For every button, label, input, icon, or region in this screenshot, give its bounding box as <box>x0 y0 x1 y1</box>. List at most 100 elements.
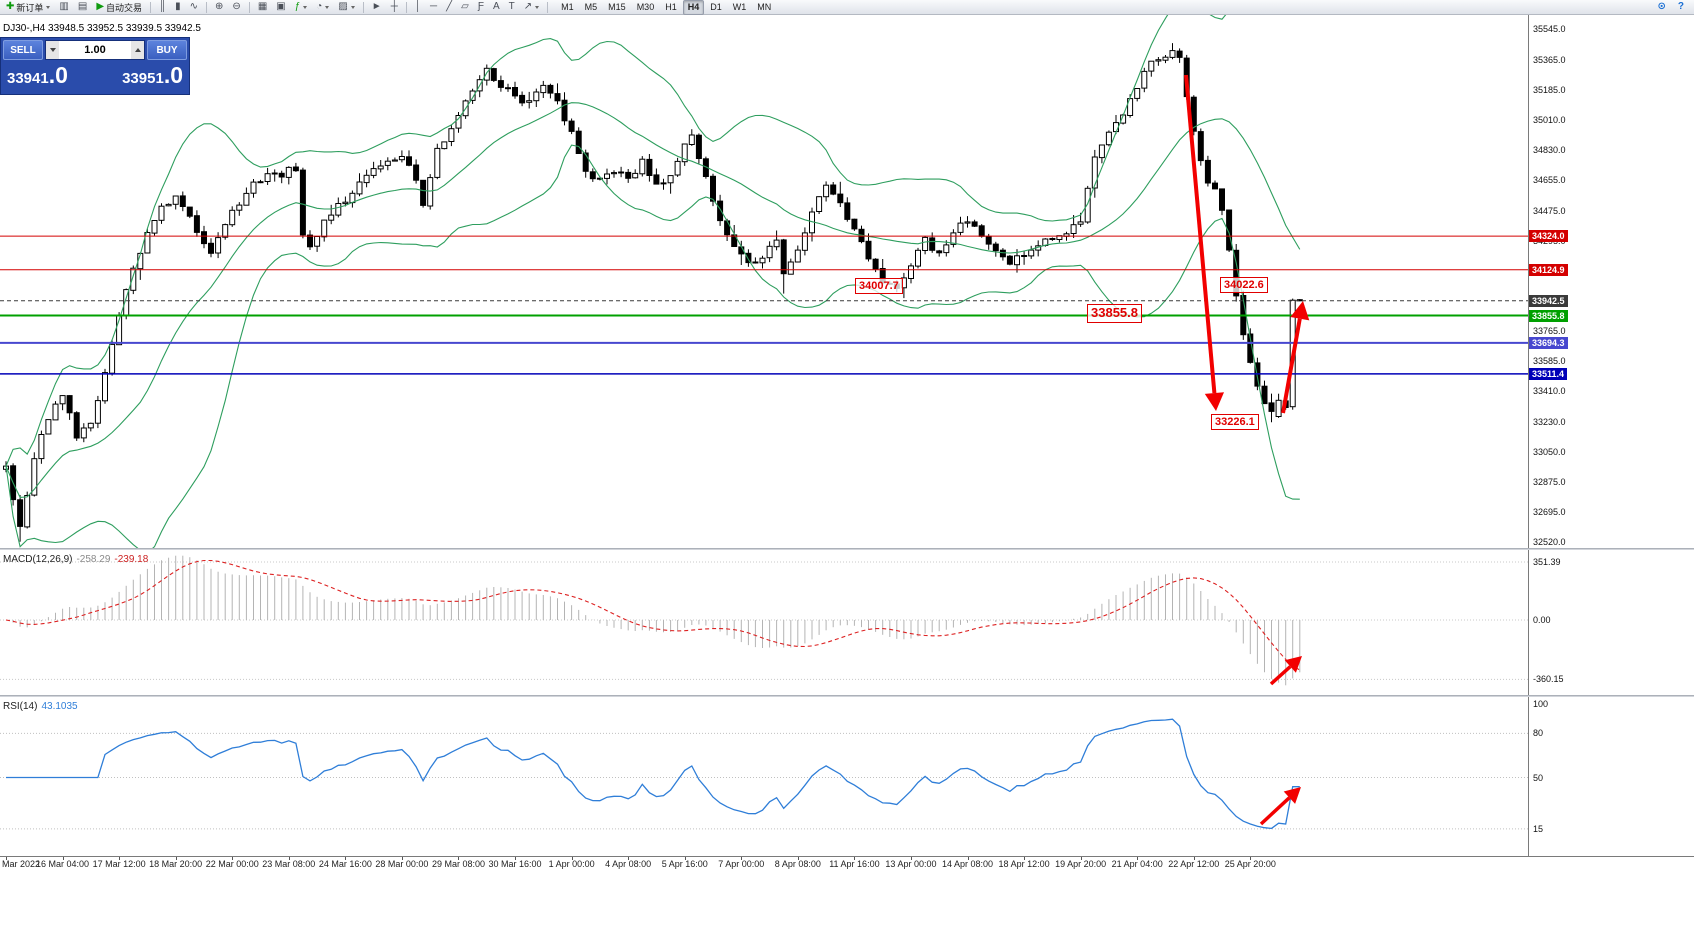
price-badge: 33694.3 <box>1529 336 1568 349</box>
candlestick-chart-icon[interactable]: ▮ <box>175 1 181 12</box>
price-note-34022[interactable]: 34022.6 <box>1220 277 1268 294</box>
zoom-in-icon[interactable]: ⊕ <box>215 1 224 12</box>
new-order-button[interactable]: ✚ 新订单 <box>2 0 54 15</box>
zoom-out-icon[interactable]: ⊖ <box>232 1 241 12</box>
macd-label: MACD(12,26,9) -258.29 -239.18 <box>3 554 149 565</box>
rsi-axis[interactable]: 100 80 50 15 <box>1528 697 1694 856</box>
horizontal-line-button[interactable]: ─ <box>430 1 438 12</box>
timeframe-w1[interactable]: W1 <box>732 1 747 12</box>
rsi-turn-arrow[interactable] <box>1259 787 1301 826</box>
lot-value[interactable]: 1.00 <box>84 44 106 56</box>
time-tick <box>1024 857 1026 860</box>
timeframe-m1[interactable]: M1 <box>561 1 574 12</box>
text-button[interactable]: A <box>492 1 500 12</box>
tile-windows-icon[interactable]: ▦ <box>257 1 268 12</box>
time-tick <box>854 857 856 860</box>
help-icon[interactable]: ? <box>1677 1 1684 12</box>
price-note-33855[interactable]: 33855.8 <box>1087 304 1142 323</box>
sell-button[interactable]: SELL <box>3 40 43 60</box>
macd-turn-arrow[interactable] <box>1269 656 1302 686</box>
price-note-34007[interactable]: 34007.7 <box>855 278 903 295</box>
templates-button[interactable]: ▨ <box>334 0 358 15</box>
time-tick <box>119 857 121 860</box>
arrows-button[interactable]: ↗ <box>520 0 543 15</box>
timeframe-m5[interactable]: M5 <box>584 1 598 12</box>
time-label: 21 Apr 04:00 <box>1111 859 1163 869</box>
time-label: 4 Apr 08:00 <box>605 859 652 869</box>
rsi-tick-label: 100 <box>1533 699 1549 709</box>
time-label: 24 Mar 16:00 <box>318 859 372 869</box>
time-tick <box>1137 857 1139 860</box>
timeframe-mn[interactable]: MN <box>757 1 772 12</box>
main-toolbar: ✚ 新订单 ▥ ▤ ▶ 自动交易 ║ ▮ ∿ ⊕ ⊖ ▦ ▣ ƒ ◔ ▨ ► ┼ │ ─ ╱ ▱ Ƒ A T ↗ M1 M5 M15 M3… <box>0 0 1694 15</box>
price-axis[interactable]: 35545.0 35365.0 35185.0 35010.0 34830.0 34655… <box>1528 15 1694 548</box>
time-label: 18 Mar 20:00 <box>149 859 203 869</box>
price-note-33226[interactable]: 33226.1 <box>1211 414 1259 431</box>
time-tick <box>345 857 347 860</box>
rsi-label: RSI(14) 43.1035 <box>3 701 78 712</box>
time-tick <box>571 857 573 860</box>
periods-button[interactable]: ◔ <box>312 0 333 15</box>
macd-canvas[interactable] <box>0 550 1528 695</box>
chart-symbol-ohlc: DJ30-,H4 33948.5 33952.5 33939.5 33942.5 <box>3 23 201 34</box>
add-indicator-button[interactable]: ƒ <box>291 0 312 15</box>
vertical-line-button[interactable]: │ <box>414 1 422 12</box>
price-badge: 34124.9 <box>1529 263 1568 276</box>
time-label: 19 Apr 20:00 <box>1055 859 1107 869</box>
price-badge: 33942.5 <box>1529 294 1568 307</box>
autotrading-button[interactable]: ▶ 自动交易 <box>96 1 143 13</box>
label-button[interactable]: T <box>508 1 515 12</box>
time-axis[interactable]: Mar 2022 16 Mar 04:00 17 Mar 12:00 18 Mar 2… <box>0 856 1694 871</box>
time-label: Mar 2022 <box>2 859 41 869</box>
macd-axis[interactable]: 351.39 0.00 -360.15 <box>1528 550 1694 695</box>
time-label: 25 Apr 20:00 <box>1224 859 1276 869</box>
chart-window-icon[interactable]: ▥ <box>59 1 69 12</box>
line-chart-icon[interactable]: ∿ <box>189 1 199 12</box>
price-badge: 33511.4 <box>1529 367 1568 380</box>
timeframe-m15[interactable]: M15 <box>608 1 626 12</box>
rebound-arrow[interactable] <box>1281 301 1310 414</box>
timeframe-d1[interactable]: D1 <box>710 1 722 12</box>
search-icon[interactable]: ⊙ <box>1657 1 1666 12</box>
price-tick-label: 35365.0 <box>1533 54 1566 65</box>
lot-increase-button[interactable] <box>131 41 144 59</box>
timeframe-h1[interactable]: H1 <box>665 1 677 12</box>
time-tick <box>288 857 290 860</box>
lot-size-field[interactable]: 1.00 <box>45 40 145 60</box>
price-chart-panel: 35545.0 35365.0 35185.0 35010.0 34830.0 34655… <box>0 15 1694 548</box>
time-label: 18 Apr 12:00 <box>998 859 1050 869</box>
buy-button[interactable]: BUY <box>147 40 187 60</box>
time-label: 5 Apr 16:00 <box>661 859 708 869</box>
crosshair-button[interactable]: ┼ <box>390 1 398 12</box>
toolbar-separator <box>206 1 208 13</box>
fibonacci-button[interactable]: Ƒ <box>477 1 484 12</box>
price-tick-label: 34830.0 <box>1533 145 1566 156</box>
rsi-canvas[interactable] <box>0 697 1528 856</box>
selloff-arrow[interactable] <box>1184 74 1224 411</box>
price-tick-label: 35545.0 <box>1533 24 1566 34</box>
time-label: 17 Mar 12:00 <box>92 859 146 869</box>
price-tick-label: 34475.0 <box>1533 205 1566 216</box>
time-label: 28 Mar 00:00 <box>375 859 429 869</box>
channel-button[interactable]: ▱ <box>461 1 469 12</box>
time-label: 23 Mar 08:00 <box>262 859 316 869</box>
price-tick-label: 33230.0 <box>1533 416 1566 427</box>
cursor-button[interactable]: ► <box>371 1 382 12</box>
one-click-trading-panel: SELL 1.00 BUY 33941.0 33951.0 <box>0 37 190 95</box>
timeframe-h4[interactable]: H4 <box>682 0 705 15</box>
profiles-icon[interactable]: ▤ <box>77 1 88 12</box>
macd-tick-label: 0.00 <box>1533 615 1551 625</box>
rsi-tick-label: 50 <box>1533 772 1544 783</box>
lot-decrease-button[interactable] <box>46 41 59 59</box>
bar-chart-icon[interactable]: ║ <box>159 1 167 12</box>
auto-arrange-icon[interactable]: ▣ <box>276 1 286 12</box>
panel-separator[interactable] <box>0 695 1694 697</box>
time-tick <box>741 857 743 860</box>
sell-price: 33941.0 <box>7 62 68 88</box>
rsi-tick-label: 15 <box>1533 823 1544 834</box>
panel-separator[interactable] <box>0 548 1694 550</box>
trendline-button[interactable]: ╱ <box>446 1 453 12</box>
price-chart-canvas[interactable] <box>0 15 1528 548</box>
chart-window: 35545.0 35365.0 35185.0 35010.0 34830.0 34655… <box>0 15 1694 936</box>
timeframe-m30[interactable]: M30 <box>636 1 655 12</box>
